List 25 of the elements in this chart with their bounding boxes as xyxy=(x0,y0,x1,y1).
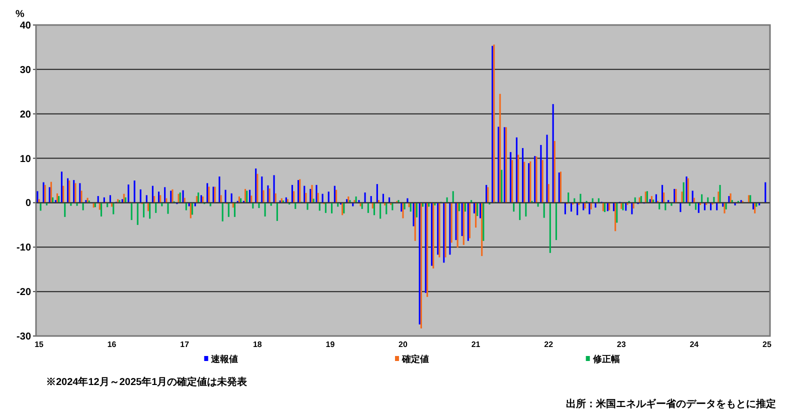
text: ※2024年12月～2025年1月の確定値は未発表 xyxy=(46,376,248,388)
y-tick-label: -30 xyxy=(16,332,32,342)
text: 出所：米国エネルギー省のデータをもとに推定 xyxy=(566,398,776,410)
y-tick-label: 0 xyxy=(25,198,32,210)
y-tick-label: 20 xyxy=(20,109,32,120)
y-axis-title: % xyxy=(16,9,25,20)
y-tick-label: 30 xyxy=(20,64,32,76)
x-tick-label: 21 xyxy=(471,340,481,349)
x-tick-label: 19 xyxy=(326,340,336,349)
legend-label: 確定値 xyxy=(401,354,430,364)
y-tick-label: 10 xyxy=(20,154,32,165)
x-tick-label: 20 xyxy=(398,340,408,349)
y-tick-label: -10 xyxy=(16,242,32,254)
legend-label: 修正幅 xyxy=(592,354,620,364)
y-tick-label: 40 xyxy=(20,20,32,32)
x-tick-label: 15 xyxy=(34,340,44,349)
x-tick-label: 17 xyxy=(180,340,190,349)
x-tick-label: 24 xyxy=(690,340,700,349)
x-tick-label: 23 xyxy=(616,340,626,349)
x-tick-label: 16 xyxy=(107,340,117,349)
y-tick-label: -20 xyxy=(16,287,32,298)
x-tick-label: 22 xyxy=(544,340,554,349)
x-tick-label: 25 xyxy=(762,340,772,349)
x-tick-label: 18 xyxy=(252,340,262,349)
legend-label: 速報値 xyxy=(210,354,238,364)
